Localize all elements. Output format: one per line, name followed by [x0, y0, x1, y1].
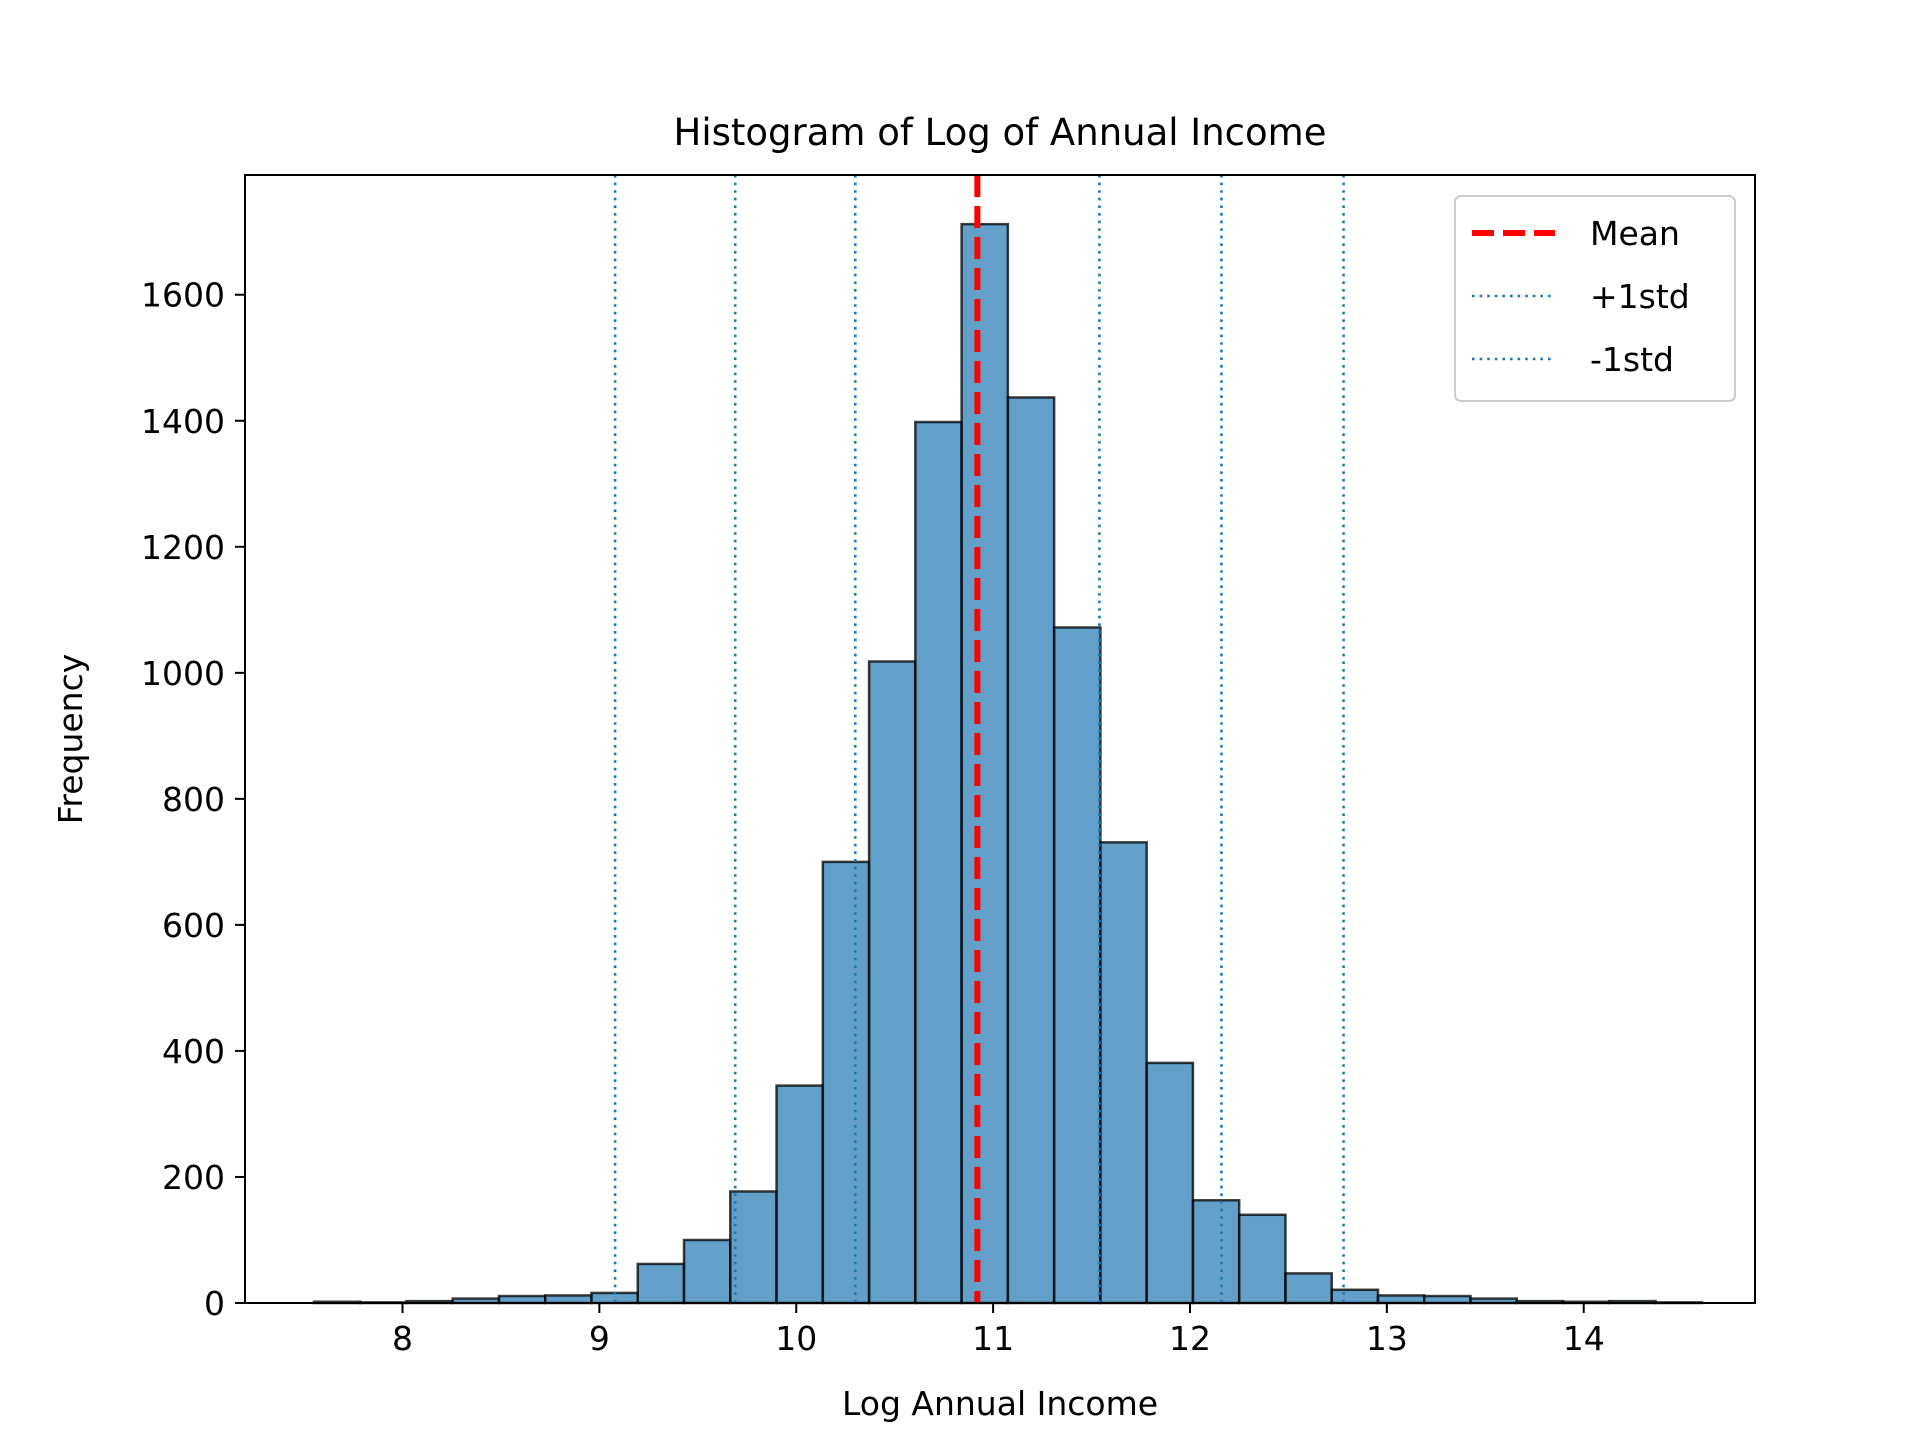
histogram-bar: [1145, 1061, 1195, 1305]
histogram-bar: [1099, 841, 1148, 1305]
histogram-bar: [867, 660, 917, 1305]
x-tick-label: 8: [392, 1319, 413, 1358]
reference-lines-layer: [613, 175, 1345, 1303]
x-tick-label: 10: [775, 1319, 817, 1358]
x-axis-ticks: 8 9 10 11 12 13 14: [392, 1303, 1605, 1358]
y-tick-label: 600: [162, 906, 225, 945]
y-tick-label: 1600: [141, 276, 225, 315]
y-tick-label: 200: [162, 1158, 225, 1197]
x-tick-label: 9: [589, 1319, 610, 1358]
x-tick-label: 11: [972, 1319, 1014, 1358]
histogram-bar: [1284, 1272, 1333, 1305]
bars-layer: [312, 222, 1704, 1305]
legend-label: Mean: [1590, 214, 1680, 253]
histogram-bar: [914, 420, 963, 1305]
x-tick-label: 13: [1366, 1319, 1408, 1358]
histogram-bar: [1376, 1294, 1426, 1305]
x-tick-label: 14: [1563, 1319, 1605, 1358]
plot-area-frame: [244, 174, 1756, 1304]
histogram-bar: [729, 1190, 778, 1305]
histogram-bar: [1423, 1294, 1472, 1305]
y-tick-label: 1200: [141, 528, 225, 567]
y-tick-label: 800: [162, 780, 225, 819]
y-tick-label: 1000: [141, 654, 225, 693]
chart-title: Histogram of Log of Annual Income: [674, 111, 1327, 154]
y-tick-label: 1400: [141, 402, 225, 441]
legend: Mean +1std -1std: [1454, 195, 1736, 402]
histogram-bar: [682, 1238, 732, 1305]
legend-items: Mean +1std -1std: [1472, 214, 1690, 379]
histogram-bar: [775, 1084, 825, 1305]
legend-label: +1std: [1590, 277, 1690, 316]
histogram-bar: [960, 222, 1010, 1305]
y-tick-label: 0: [204, 1284, 225, 1323]
histogram-bar: [543, 1294, 593, 1305]
histogram-bar: [1237, 1213, 1287, 1305]
y-tick-label: 400: [162, 1032, 225, 1071]
histogram-bar: [636, 1262, 686, 1305]
legend-label: -1std: [1590, 340, 1674, 379]
histogram-bar: [1006, 396, 1056, 1305]
histogram-bar: [1052, 626, 1102, 1305]
legend-box: [1454, 195, 1736, 402]
y-axis-ticks: 0 200 400 600 800 1000 1200 1400 1600: [141, 276, 245, 1323]
x-axis-label: Log Annual Income: [842, 1384, 1158, 1423]
histogram-bar: [497, 1294, 547, 1305]
x-tick-label: 12: [1169, 1319, 1211, 1358]
histogram-bar: [821, 860, 871, 1305]
histogram-bar: [1330, 1288, 1380, 1305]
y-axis-label: Frequency: [51, 654, 90, 824]
histogram-bar: [1191, 1199, 1241, 1305]
